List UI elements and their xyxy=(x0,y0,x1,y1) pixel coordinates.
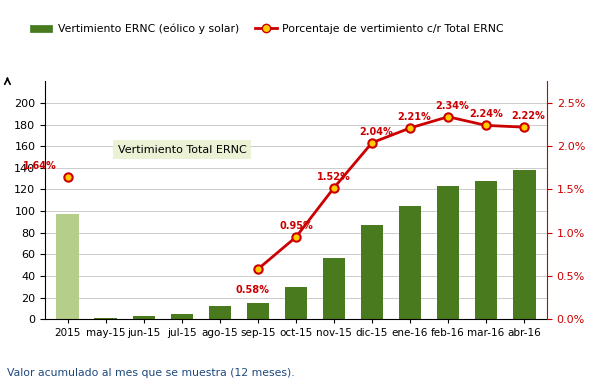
Bar xyxy=(132,316,155,319)
Bar xyxy=(56,214,79,319)
Text: 2.21%: 2.21% xyxy=(397,112,431,122)
Bar xyxy=(437,186,460,319)
Text: 2.34%: 2.34% xyxy=(435,101,469,111)
Text: 0.58%: 0.58% xyxy=(236,285,269,295)
Text: 2.22%: 2.22% xyxy=(511,111,545,121)
Bar xyxy=(94,318,117,319)
Bar xyxy=(361,225,383,319)
Text: Vertimiento Total ERNC: Vertimiento Total ERNC xyxy=(118,145,246,155)
Text: 1.64%: 1.64% xyxy=(23,161,56,171)
Text: 2.24%: 2.24% xyxy=(469,110,503,119)
Text: Vertimiento ERNC acumulado 12 meses (GWh/mes): Vertimiento ERNC acumulado 12 meses (GWh… xyxy=(7,13,430,28)
Bar xyxy=(171,314,194,319)
Bar xyxy=(285,287,307,319)
Bar xyxy=(209,306,231,319)
Bar xyxy=(323,258,346,319)
Bar xyxy=(475,181,498,319)
Text: 0.95%: 0.95% xyxy=(279,221,313,231)
Text: 1.52%: 1.52% xyxy=(317,172,351,182)
Bar xyxy=(246,303,269,319)
Bar xyxy=(513,170,535,319)
Legend: Vertimiento ERNC (eólico y solar), Porcentaje de vertimiento c/r Total ERNC: Vertimiento ERNC (eólico y solar), Porce… xyxy=(31,24,504,34)
Text: 2.04%: 2.04% xyxy=(359,127,392,137)
Bar xyxy=(398,205,421,319)
Text: Valor acumulado al mes que se muestra (12 meses).: Valor acumulado al mes que se muestra (1… xyxy=(7,368,295,378)
